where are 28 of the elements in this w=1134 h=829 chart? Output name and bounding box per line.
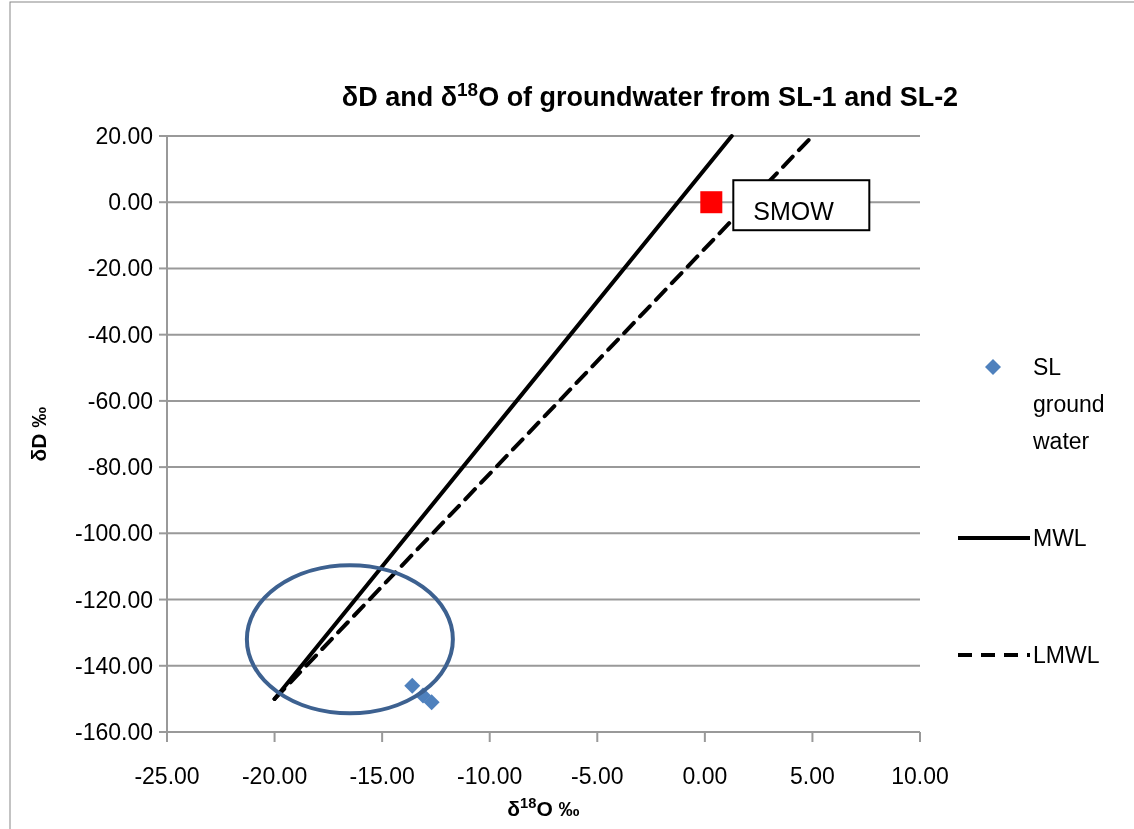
y-tick-label: -40.00 [87, 321, 153, 348]
y-tick-label: -160.00 [74, 719, 153, 746]
x-axis-title: δ$^{18}$O ‰ [507, 795, 580, 820]
x-tick-label: -15.00 [349, 763, 415, 789]
x-tick-label: 10.00 [891, 763, 949, 789]
y-tick-label: -100.00 [74, 520, 153, 547]
y-tick-label: -140.00 [74, 652, 153, 679]
x-tick-label: -25.00 [134, 763, 200, 789]
y-axis-title: δD ‰ [27, 406, 50, 462]
point [404, 677, 421, 694]
y-tick-label: -120.00 [74, 586, 153, 613]
legend-label: SL ground water [1032, 354, 1105, 454]
y-tick-label: -60.00 [87, 387, 153, 414]
x-tick-label: 5.00 [790, 763, 835, 789]
x-tick-label: -20.00 [241, 763, 308, 789]
y-tick-label: 20.00 [95, 123, 153, 150]
legend-label: MWL [1033, 525, 1087, 551]
y-tick-label: 0.00 [108, 189, 153, 216]
chart-title: δD and δ$^{18}$O of groundwater from SL-1 and SL-2 [341, 78, 959, 112]
point [700, 191, 723, 214]
legend-label: LMWL [1033, 642, 1100, 668]
annotation: SMOW [753, 197, 835, 226]
x-tick-label: -5.00 [571, 763, 624, 789]
y-tick-label: -80.00 [87, 454, 153, 481]
x-tick-label: -10.00 [457, 763, 523, 789]
x-tick-label: 0.00 [682, 763, 728, 789]
point [423, 694, 440, 711]
y-tick-label: -20.00 [87, 255, 153, 282]
